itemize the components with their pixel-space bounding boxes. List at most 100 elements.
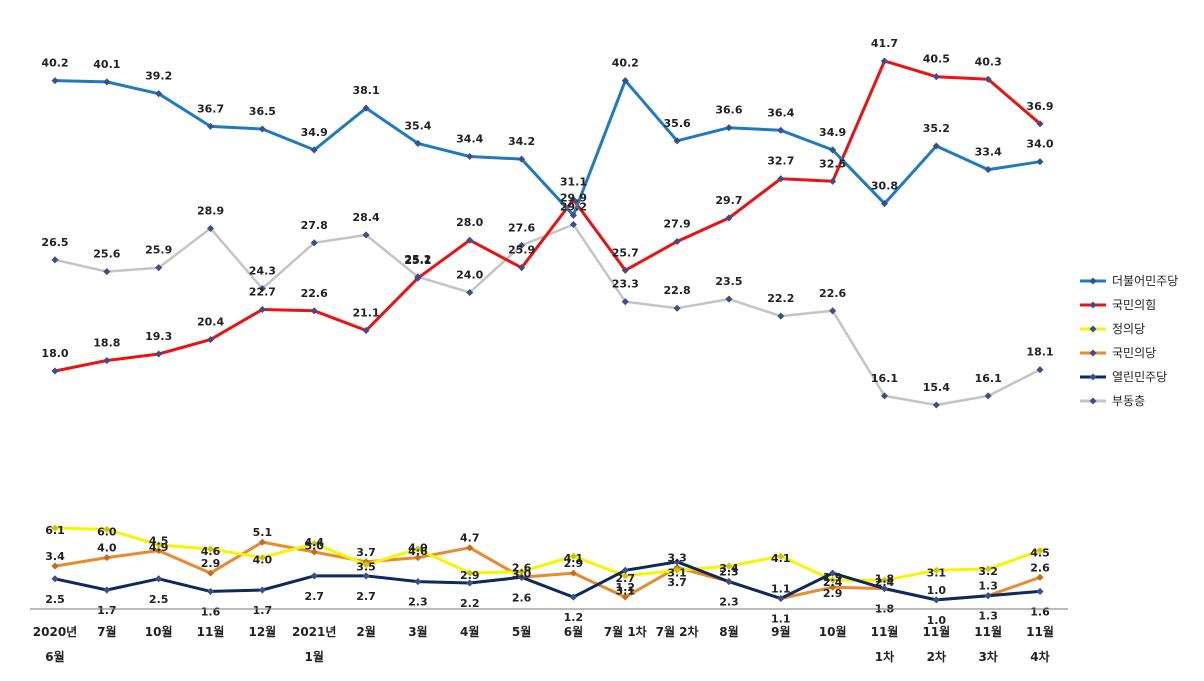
marker-열린민주당-16	[880, 585, 889, 593]
data-label-열린민주당-2: 2.5	[149, 593, 169, 606]
marker-부동층-12	[673, 304, 681, 312]
x-tick-label-0: 2020년	[33, 625, 77, 639]
data-label-더불어민주당-7: 35.4	[404, 119, 431, 132]
marker-국민의힘-7	[414, 274, 422, 282]
marker-열린민주당-12	[673, 558, 681, 566]
data-label-열린민주당-0: 2.5	[45, 593, 65, 606]
x-axis-ticks: 2020년 6월 7월 10월 11월 12월 2021년 1월 2월 3월 4월 5월 6월 7월 1차…	[33, 624, 1054, 664]
x-tick-label-18: 11월	[974, 624, 1002, 639]
data-label-정의당-11: 2.7	[616, 572, 636, 585]
x-tick-label-19: 11월	[1026, 624, 1054, 639]
marker-부동층-11	[621, 298, 629, 306]
data-label-정의당-2: 4.9	[149, 541, 169, 554]
data-label-열린민주당-4: 1.7	[253, 604, 273, 617]
marker-정의당-15	[829, 576, 837, 584]
data-label-국민의힘-3: 20.4	[197, 316, 224, 329]
legend-label-국민의당: 국민의당	[1112, 346, 1156, 360]
data-label-부동층-9: 27.6	[508, 221, 535, 234]
marker-더불어민주당-8	[466, 152, 474, 161]
data-label-열린민주당-14: 1.1	[771, 612, 791, 625]
data-label-열린민주당-19: 1.6	[1030, 605, 1050, 618]
marker-더불어민주당-5	[310, 146, 318, 154]
data-label-부동층-11: 23.3	[612, 278, 639, 291]
x-tick-label-5: 2021년	[292, 625, 336, 639]
data-label-국민의힘-11: 25.7	[612, 246, 639, 259]
data-label-국민의힘-9: 25.9	[508, 244, 535, 257]
data-label-정의당-19: 4.5	[1030, 547, 1050, 560]
data-label-국민의당-1: 4.0	[97, 542, 117, 555]
x-tick-label-3: 11월	[197, 624, 225, 639]
data-label-열린민주당-9: 2.6	[512, 591, 532, 604]
data-label-국민의힘-6: 21.1	[352, 306, 379, 319]
marker-국민의당-8	[466, 544, 474, 552]
data-label-국민의당-3: 2.9	[201, 557, 221, 570]
legend-marker-열린민주당	[1089, 373, 1097, 381]
x-tick-label-1: 7월	[97, 624, 116, 639]
marker-더불어민주당-2	[155, 90, 163, 98]
marker-정의당-4	[258, 554, 266, 562]
data-label-부동층-7: 25.2	[404, 253, 431, 266]
data-label-국민의힘-2: 19.3	[145, 330, 172, 343]
data-label-정의당-16: 2.4	[875, 576, 895, 589]
x-tick-sublabel-18: 3차	[978, 649, 997, 664]
data-label-정의당-6: 3.5	[356, 561, 376, 574]
data-label-더불어민주당-13: 36.6	[715, 104, 742, 117]
x-tick-label-12: 7월 2차	[656, 624, 699, 639]
marker-부동층-3	[206, 224, 215, 232]
marker-열린민주당-8	[466, 579, 474, 587]
marker-열린민주당-1	[103, 586, 111, 594]
data-label-부동층-13: 23.5	[715, 275, 742, 288]
data-label-국민의힘-7: 25.1	[404, 254, 431, 267]
data-label-국민의당-2: 4.5	[149, 535, 169, 548]
marker-부동층-0	[51, 256, 59, 264]
data-label-국민의당-16: 1.8	[875, 573, 895, 586]
data-label-더불어민주당-10: 29.9	[560, 191, 587, 204]
data-label-국민의힘-4: 22.7	[249, 286, 276, 299]
legend-marker-부동층	[1089, 397, 1097, 405]
data-label-부동층-1: 25.6	[93, 248, 120, 261]
data-label-국민의당-19: 2.6	[1030, 561, 1050, 574]
marker-더불어민주당-11	[621, 77, 629, 85]
marker-국민의힘-10	[569, 196, 577, 204]
marker-부동층-2	[155, 264, 163, 272]
x-tick-label-2: 10월	[145, 624, 173, 639]
marker-정의당-5	[310, 539, 318, 548]
marker-국민의힘-2	[155, 350, 163, 358]
marker-열린민주당-15	[829, 569, 837, 577]
marker-열린민주당-17	[932, 596, 940, 604]
marker-열린민주당-14	[777, 594, 785, 603]
data-label-부동층-10: 29.2	[560, 201, 587, 214]
marker-정의당-7	[414, 545, 422, 553]
marker-부동층-8	[466, 288, 474, 297]
marker-국민의힘-9	[518, 264, 526, 272]
data-label-열린민주당-7: 2.3	[408, 596, 428, 609]
data-label-국민의힘-10: 31.1	[560, 176, 587, 189]
data-label-열린민주당-6: 2.7	[356, 590, 376, 603]
marker-정의당-12	[673, 566, 681, 574]
x-tick-label-17: 11월	[922, 624, 950, 639]
marker-부동층-10	[569, 220, 577, 229]
data-label-열린민주당-12: 3.7	[667, 576, 687, 589]
data-label-더불어민주당-2: 39.2	[145, 70, 172, 83]
data-labels: 26.5 25.6 25.9 28.9 24.3 27.8 28.4 25.2 24.0 27.6…	[41, 37, 1053, 627]
data-label-국민의당-11: 1.2	[616, 581, 636, 594]
data-label-열린민주당-1: 1.7	[97, 604, 117, 617]
marker-더불어민주당-13	[725, 124, 733, 132]
marker-열린민주당-3	[206, 587, 215, 595]
marker-국민의힘-6	[362, 326, 370, 334]
data-label-국민의힘-19: 36.9	[1026, 100, 1053, 113]
data-label-국민의당-9: 2.6	[512, 561, 532, 574]
marker-국민의힘-18	[984, 75, 992, 83]
data-label-국민의당-4: 5.1	[253, 526, 273, 539]
series-line-열린민주당	[54, 560, 1041, 602]
marker-정의당-10	[569, 552, 577, 560]
data-label-부동층-14: 22.2	[767, 292, 794, 305]
marker-국민의힘-11	[621, 266, 629, 274]
data-label-국민의당-7: 4.0	[408, 542, 428, 555]
data-label-국민의힘-18: 40.3	[975, 55, 1002, 68]
series-line-정의당	[54, 526, 1041, 582]
marker-열린민주당-9	[518, 573, 526, 581]
data-label-부동층-2: 25.9	[145, 244, 172, 257]
marker-정의당-0	[51, 524, 59, 532]
